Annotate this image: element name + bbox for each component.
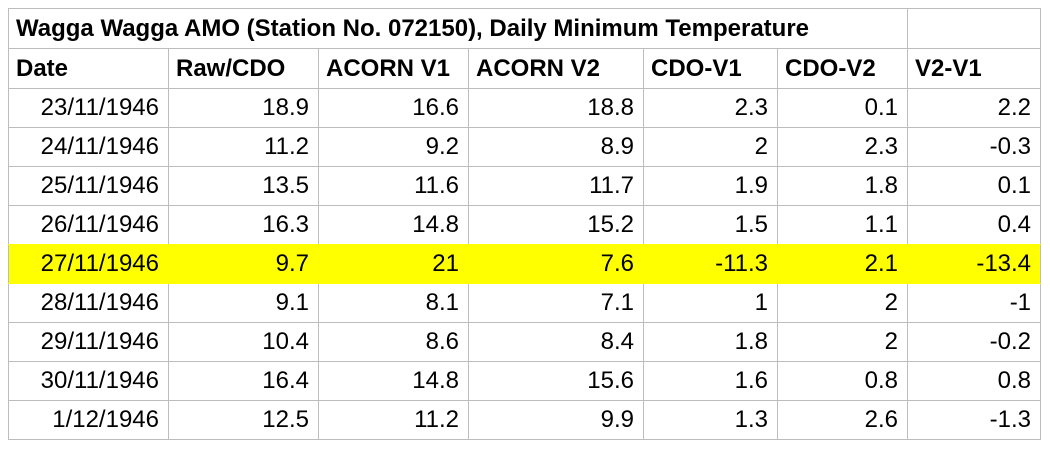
value-cell: 2.6 — [776, 400, 909, 440]
value-cell: 16.3 — [168, 205, 319, 245]
value-cell: 1.9 — [643, 166, 778, 206]
date-cell: 29/11/1946 — [8, 322, 169, 362]
title-row: Wagga Wagga AMO (Station No. 072150), Da… — [7, 8, 1042, 49]
value-cell: 15.6 — [468, 361, 644, 401]
value-cell: 1.5 — [643, 205, 778, 245]
temperature-table: Wagga Wagga AMO (Station No. 072150), Da… — [7, 8, 1042, 440]
column-header-v2-v1: V2-V1 — [907, 48, 1042, 89]
table-body: 23/11/1946 18.9 16.6 18.8 2.3 0.1 2.2 24/11/194… — [8, 88, 1042, 440]
table-row: 25/11/1946 13.5 11.6 11.7 1.9 1.8 0.1 — [8, 166, 1042, 206]
value-cell: -0.3 — [907, 127, 1042, 167]
column-header-date: Date — [8, 48, 169, 89]
value-cell: 12.5 — [168, 400, 319, 440]
column-header-cdo-v1: CDO-V1 — [643, 48, 778, 89]
table-row: 1/12/1946 12.5 11.2 9.9 1.3 2.6 -1.3 — [8, 400, 1042, 440]
table-row: 24/11/1946 11.2 9.2 8.9 2 2.3 -0.3 — [8, 127, 1042, 167]
table-row: 23/11/1946 18.9 16.6 18.8 2.3 0.1 2.2 — [8, 88, 1042, 128]
value-cell: 2.1 — [776, 244, 909, 284]
value-cell: 9.9 — [468, 400, 644, 440]
value-cell: 0.8 — [776, 361, 909, 401]
date-cell: 26/11/1946 — [8, 205, 169, 245]
table-title: Wagga Wagga AMO (Station No. 072150), Da… — [7, 8, 909, 49]
column-header-cdo-v2: CDO-V2 — [776, 48, 909, 89]
spreadsheet-canvas: Wagga Wagga AMO (Station No. 072150), Da… — [7, 8, 1042, 440]
value-cell: 2 — [643, 127, 778, 167]
table-row: 29/11/1946 10.4 8.6 8.4 1.8 2 -0.2 — [8, 322, 1042, 362]
value-cell: 14.8 — [318, 205, 469, 245]
value-cell: 2.2 — [907, 88, 1042, 128]
value-cell: 8.1 — [318, 283, 469, 323]
value-cell: 11.2 — [318, 400, 469, 440]
value-cell: -0.2 — [907, 322, 1042, 362]
value-cell: 18.9 — [168, 88, 319, 128]
value-cell: 1.8 — [776, 166, 909, 206]
value-cell: 2.3 — [643, 88, 778, 128]
date-cell: 23/11/1946 — [8, 88, 169, 128]
value-cell: 7.6 — [468, 244, 644, 284]
column-header-acorn-v1: ACORN V1 — [318, 48, 469, 89]
value-cell: 2 — [776, 283, 909, 323]
value-cell: -1.3 — [907, 400, 1042, 440]
value-cell: 10.4 — [168, 322, 319, 362]
value-cell: 18.8 — [468, 88, 644, 128]
value-cell: 1.3 — [643, 400, 778, 440]
value-cell: 7.1 — [468, 283, 644, 323]
value-cell: 9.2 — [318, 127, 469, 167]
value-cell: 2 — [776, 322, 909, 362]
value-cell: 16.6 — [318, 88, 469, 128]
value-cell: 1.1 — [776, 205, 909, 245]
table-row: 28/11/1946 9.1 8.1 7.1 1 2 -1 — [8, 283, 1042, 323]
date-cell: 30/11/1946 — [8, 361, 169, 401]
value-cell: -13.4 — [907, 244, 1042, 284]
value-cell: 9.1 — [168, 283, 319, 323]
value-cell: 1.8 — [643, 322, 778, 362]
date-cell: 1/12/1946 — [8, 400, 169, 440]
value-cell: 11.6 — [318, 166, 469, 206]
value-cell: 0.1 — [907, 166, 1042, 206]
value-cell: 8.6 — [318, 322, 469, 362]
date-cell: 28/11/1946 — [8, 283, 169, 323]
column-header-raw-cdo: Raw/CDO — [168, 48, 319, 89]
value-cell: 0.8 — [907, 361, 1042, 401]
date-cell: 27/11/1946 — [8, 244, 169, 284]
value-cell: 9.7 — [168, 244, 319, 284]
value-cell: -11.3 — [643, 244, 778, 284]
value-cell: 1.6 — [643, 361, 778, 401]
value-cell: 15.2 — [468, 205, 644, 245]
value-cell: 11.7 — [468, 166, 644, 206]
header-row: Date Raw/CDO ACORN V1 ACORN V2 CDO-V1 CD… — [8, 48, 1042, 89]
value-cell: 8.4 — [468, 322, 644, 362]
column-header-acorn-v2: ACORN V2 — [468, 48, 644, 89]
value-cell: 2.3 — [776, 127, 909, 167]
value-cell: 0.4 — [907, 205, 1042, 245]
value-cell: 14.8 — [318, 361, 469, 401]
value-cell: 11.2 — [168, 127, 319, 167]
date-cell: 24/11/1946 — [8, 127, 169, 167]
value-cell: 16.4 — [168, 361, 319, 401]
title-empty-cell — [907, 8, 1042, 49]
table-row: 26/11/1946 16.3 14.8 15.2 1.5 1.1 0.4 — [8, 205, 1042, 245]
value-cell: 21 — [318, 244, 469, 284]
value-cell: 1 — [643, 283, 778, 323]
highlighted-row: 27/11/1946 9.7 21 7.6 -11.3 2.1 -13.4 — [8, 244, 1042, 284]
value-cell: 8.9 — [468, 127, 644, 167]
value-cell: -1 — [907, 283, 1042, 323]
date-cell: 25/11/1946 — [8, 166, 169, 206]
table-row: 30/11/1946 16.4 14.8 15.6 1.6 0.8 0.8 — [8, 361, 1042, 401]
value-cell: 0.1 — [776, 88, 909, 128]
value-cell: 13.5 — [168, 166, 319, 206]
